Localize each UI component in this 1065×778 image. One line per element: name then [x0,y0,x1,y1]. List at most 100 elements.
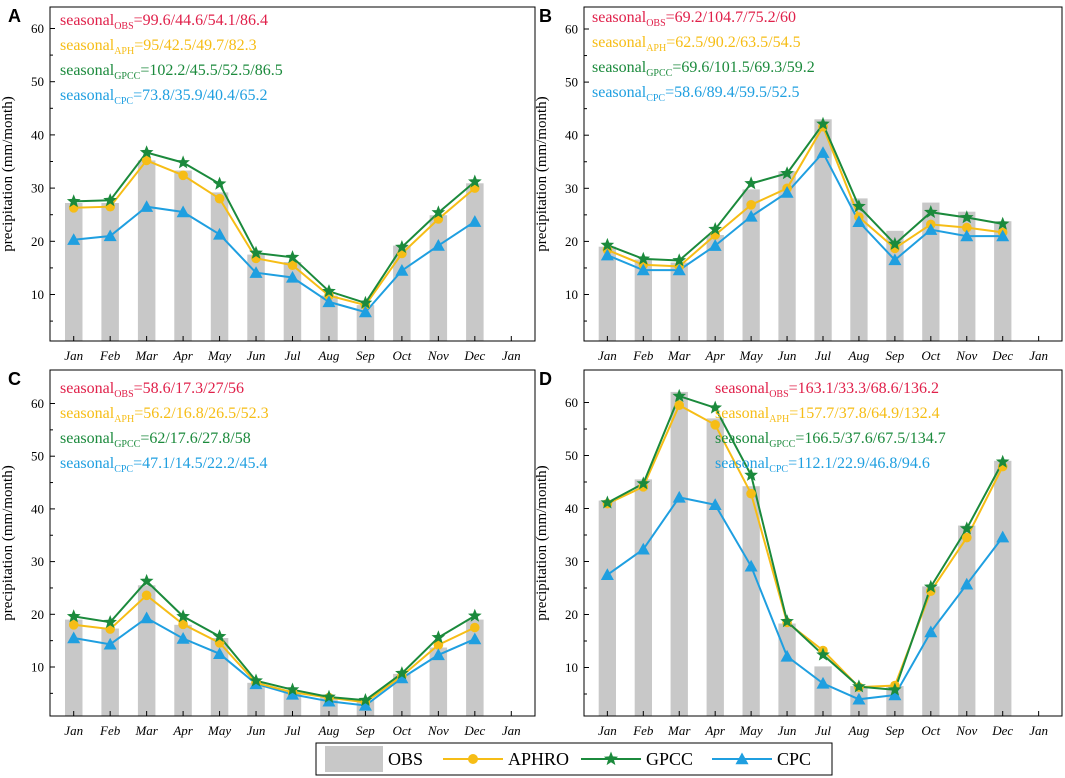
x-tick-label: May [207,723,231,738]
annotation-values: =56.2/16.8/26.5/52.3 [134,405,268,422]
cpc-point [140,611,154,624]
x-tick-label: Mar [134,348,158,363]
cpc-point [358,305,372,318]
aphro-point [674,400,684,411]
seasonal-annotation: seasonalAPH=62.5/90.2/63.5/54.5 [592,34,801,54]
aphro-point [68,620,79,630]
cpc-point [960,229,974,242]
annotation-subscript: GPCC [646,68,672,79]
cpc-point [213,647,227,660]
x-tick-label: May [739,348,763,363]
annotation-subscript: OBS [646,18,665,29]
annotation-values: =62/17.6/27.8/58 [140,430,250,447]
obs-bar [742,486,760,716]
seasonal-annotation: seasonalCPC=73.8/35.9/40.4/65.2 [60,87,267,107]
gpcc-point [600,237,615,251]
cpc-point [322,694,336,707]
cpc-point [600,568,614,580]
annotation-values: =166.5/37.6/67.5/134.7 [795,430,945,447]
annotation-prefix: seasonal [592,34,647,51]
cpc-point [103,637,117,650]
gpcc-point [888,682,902,696]
x-tick-label: Aug [317,348,339,363]
gpcc-point [744,467,758,481]
gpcc-point [995,454,1010,468]
panel-c: C 10 20 30 40 50 60 Jan Feb Mar Apr May Jun Jul Aug Sep… [0,369,536,738]
annotation-values: =112.1/22.9/46.8/94.6 [788,455,930,472]
obs-bar [174,170,192,341]
cpc-point [816,146,830,158]
annotation-values: =99.6/44.6/54.1/86.4 [134,12,268,29]
y-tick-label: 30 [31,554,44,569]
gpcc-line [606,394,1004,691]
x-tick-label: Jun [247,348,266,363]
annotation-prefix: seasonal [592,84,647,101]
aphro-point [470,622,480,633]
gpcc-point [212,176,227,190]
cpc-point [322,295,336,308]
obs-bar [65,619,83,716]
x-tick-label: Feb [632,723,654,738]
aphro-point [287,260,298,271]
y-tick-label: 50 [565,75,578,90]
annotation-values: =69.6/101.5/69.3/59.2 [672,59,814,76]
panel-b: B 10 20 30 40 50 60 Jan Feb Mar Apr May Jun Jul Aug Sep… [534,6,1063,363]
x-tick-label: Nov [427,723,449,738]
gpcc-point [212,629,227,643]
gpcc-point [468,174,482,188]
x-tick-label: Jul [815,348,831,363]
y-tick-label: 10 [565,660,578,675]
seasonal-annotation: seasonalOBS=163.1/33.3/68.6/136.2 [715,380,939,400]
y-tick-label: 60 [565,22,578,37]
gpcc-point [600,495,615,509]
annotation-prefix: seasonal [60,62,115,79]
obs-bar [886,686,904,716]
x-tick-label: Jan [502,723,521,738]
panel-letter: B [539,6,552,26]
gpcc-point [249,673,263,687]
y-tick-label: 40 [31,127,44,142]
y-tick-label: 20 [31,234,44,249]
y-tick-label: 60 [565,395,578,410]
cpc-point [176,205,190,218]
gpcc-point [888,236,902,250]
y-tick-label: 50 [31,74,44,89]
y-tick-label: 20 [31,607,44,622]
gpcc-line [607,121,1003,262]
seasonal-annotation: seasonalAPH=56.2/16.8/26.5/52.3 [60,405,269,425]
seasonal-annotation: seasonalAPH=95/42.5/49.7/82.3 [60,37,257,57]
x-tick-label: Aug [317,723,339,738]
annotation-values: =163.1/33.3/68.6/136.2 [789,380,939,397]
cpc-point [286,687,299,700]
x-tick-label: Dec [463,348,485,363]
obs-bar [994,221,1012,341]
seasonal-annotation: seasonalOBS=58.6/17.3/27/56 [60,380,244,400]
y-axis-title: precipitation (mm/month) [534,465,550,620]
x-tick-label: Jan [64,723,83,738]
cpc-point [672,263,686,276]
cpc-point [395,671,409,684]
gpcc-point [780,614,794,628]
cpc-point [358,698,372,711]
panel-letter: D [539,369,552,389]
cpc-point [636,542,650,555]
legend-label: GPCC [646,749,693,769]
aphro-line [73,593,476,704]
cpc-point [600,248,614,261]
aphro-point [433,640,444,650]
x-tick-label: Oct [393,348,412,363]
y-tick-label: 10 [31,287,44,302]
aphro-line [73,159,476,307]
y-tick-label: 30 [565,554,578,569]
gpcc-point [249,245,263,259]
seasonal-annotation: seasonalGPCC=62/17.6/27.8/58 [60,430,251,450]
aphro-point [710,420,720,430]
annotation-prefix: seasonal [715,380,770,397]
x-tick-label: Apr [172,723,193,738]
aphro-point [962,532,972,543]
y-tick-label: 20 [565,607,578,622]
cpc-line [73,616,476,707]
obs-bar [634,479,652,716]
annotation-values: =73.8/35.9/40.4/65.2 [133,87,267,104]
annotation-values: =58.6/17.3/27/56 [134,380,244,397]
